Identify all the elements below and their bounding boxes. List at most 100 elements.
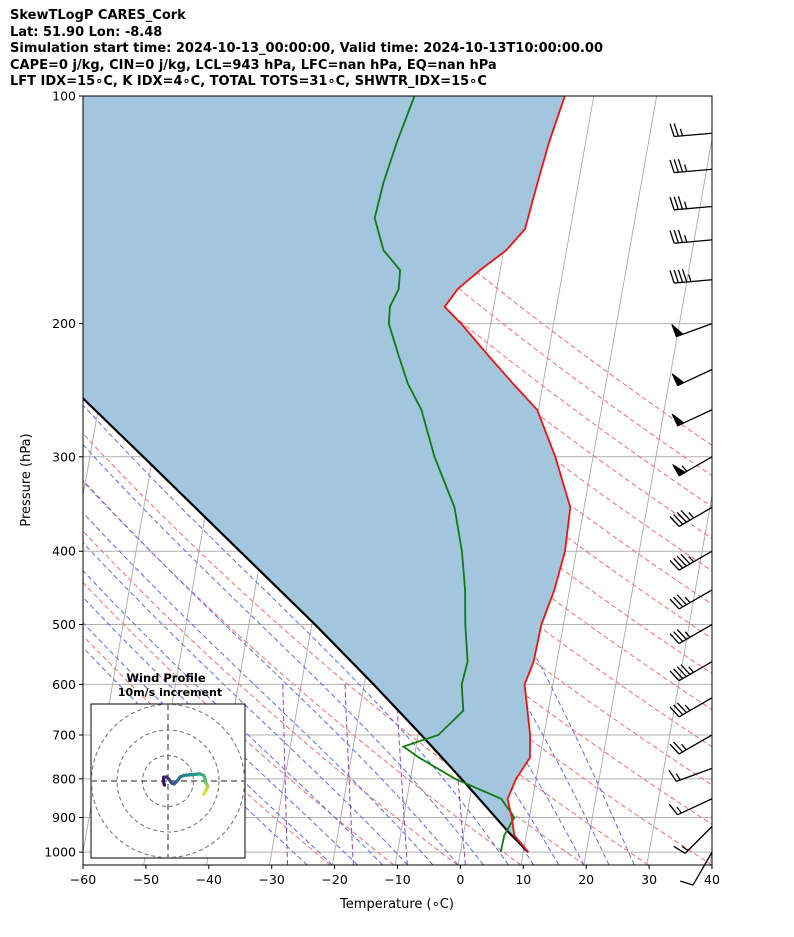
- barb-pennant: [671, 373, 685, 387]
- wind-barb-155: [669, 229, 713, 244]
- chart-title: SkewTLogP CARES_Cork: [10, 8, 186, 23]
- barb-flag: [677, 158, 684, 173]
- barb-staff: [684, 826, 713, 854]
- barb-flag: [669, 123, 675, 137]
- parcel-profile-line: [83, 396, 530, 853]
- barb-flag: [669, 670, 680, 682]
- hodograph-title: Wind Profile: [126, 671, 206, 685]
- moist-adiabat-28: [83, 96, 635, 865]
- mixing-ratio-1: [344, 684, 354, 865]
- x-tick-label--60: −60: [70, 872, 96, 887]
- barb-flag: [669, 196, 675, 211]
- x-tick-label-10: 10: [515, 872, 531, 887]
- barb-flag: [680, 553, 691, 565]
- barb-flag: [676, 511, 687, 523]
- barb-flag: [673, 196, 679, 210]
- moist-adiabat--24: [83, 646, 308, 865]
- barb-half-flag: [688, 666, 695, 673]
- mixing-ratio-0.4: [282, 684, 289, 865]
- barb-pennant: [672, 464, 687, 477]
- x-tick-label--20: −20: [321, 872, 347, 887]
- barb-staff: [678, 623, 713, 645]
- barb-flag: [673, 557, 684, 569]
- dry-adiabat-280: [83, 480, 522, 865]
- isotherm-30: [646, 492, 712, 865]
- y-tick-label-700: 700: [52, 727, 76, 742]
- wind-barb-350: [669, 506, 713, 527]
- cape-line: CAPE=0 j/kg, CIN=0 j/kg, LCL=943 hPa, LF…: [10, 57, 497, 73]
- wind-barb-300: [672, 456, 713, 477]
- wind-barb-450: [669, 589, 713, 610]
- time-line: Simulation start time: 2024-10-13_00:00:…: [10, 41, 603, 56]
- barb-flag: [673, 704, 684, 716]
- barb-flag: [673, 269, 679, 283]
- x-tick-label--30: −30: [259, 872, 285, 887]
- barb-flag: [677, 229, 684, 243]
- hodograph-subtitle: 10m/s increment: [118, 686, 222, 699]
- x-tick-label-20: 20: [578, 872, 594, 887]
- wind-barb-700: [669, 734, 713, 755]
- barb-flag: [676, 629, 687, 640]
- barb-half-flag: [684, 631, 691, 638]
- barb-flag: [676, 666, 687, 677]
- barb-staff: [678, 661, 713, 682]
- barb-half-flag: [683, 234, 688, 243]
- barb-staff: [674, 279, 713, 284]
- barb-flag: [677, 269, 684, 283]
- barb-pennant: [671, 413, 685, 427]
- moist-adiabat--12: [83, 569, 383, 865]
- barb-half-flag: [681, 465, 688, 472]
- barb-flag: [680, 664, 691, 675]
- wind-barb-400: [669, 550, 713, 571]
- moist-adiabat-24: [83, 179, 610, 865]
- isotherm-10: [520, 96, 658, 865]
- dry-adiabat-420: [242, 96, 712, 477]
- dry-adiabat-250: [83, 635, 331, 865]
- index-line: LFT IDX=15∘C, K IDX=4∘C, TOTAL TOTS=31∘C…: [10, 74, 487, 89]
- barb-half-flag: [676, 806, 682, 814]
- wind-barb-112: [669, 123, 713, 138]
- y-tick-label-100: 100: [52, 89, 76, 104]
- barb-half-flag: [683, 201, 688, 209]
- dry-adiabat-330: [83, 255, 712, 786]
- barb-staff: [678, 506, 713, 527]
- wind-barb-500: [669, 623, 713, 645]
- barb-staff: [678, 697, 713, 718]
- hodograph-plot: [91, 704, 245, 858]
- y-tick-label-900: 900: [52, 810, 76, 825]
- barb-flag: [673, 159, 679, 173]
- barb-staff: [692, 851, 713, 886]
- x-tick-label--10: −10: [384, 872, 410, 887]
- barb-flag: [673, 631, 684, 642]
- barb-flag: [676, 594, 687, 606]
- barb-flag: [680, 509, 691, 521]
- barb-staff: [674, 205, 713, 211]
- x-tick-label-0: 0: [456, 872, 464, 887]
- moist-adiabat--4: [83, 512, 434, 865]
- wind-barb-925: [673, 826, 713, 854]
- wind-barb-1000: [680, 851, 713, 886]
- x-tick-label--40: −40: [196, 872, 222, 887]
- x-axis: −60 −50 −40 −30 −20 −10 0 10 20 30 40: [70, 865, 720, 887]
- barb-staff: [678, 550, 713, 571]
- barb-staff: [678, 734, 713, 755]
- barb-half-flag: [684, 596, 691, 604]
- parcel-fill-area: [83, 96, 571, 853]
- x-axis-label: Temperature (∘C): [339, 897, 454, 912]
- dewpoint-line: [373, 96, 516, 853]
- x-tick-label-40: 40: [704, 872, 720, 887]
- isotherm-20: [583, 136, 712, 865]
- barb-flag: [677, 196, 684, 210]
- barb-half-flag: [681, 845, 689, 851]
- chart-header: SkewTLogP CARES_Cork Lat: 51.90 Lon: -8.…: [10, 8, 780, 91]
- wind-barb-775: [668, 767, 713, 783]
- barb-half-flag: [688, 512, 695, 519]
- y-tick-label-500: 500: [52, 617, 76, 632]
- y-axis-label: Pressure (hPa): [19, 433, 34, 526]
- barb-flag: [676, 702, 687, 714]
- y-tick-label-300: 300: [52, 449, 76, 464]
- barb-flag: [673, 229, 679, 244]
- x-tick-label-30: 30: [641, 872, 657, 887]
- profile-lines: [83, 96, 572, 853]
